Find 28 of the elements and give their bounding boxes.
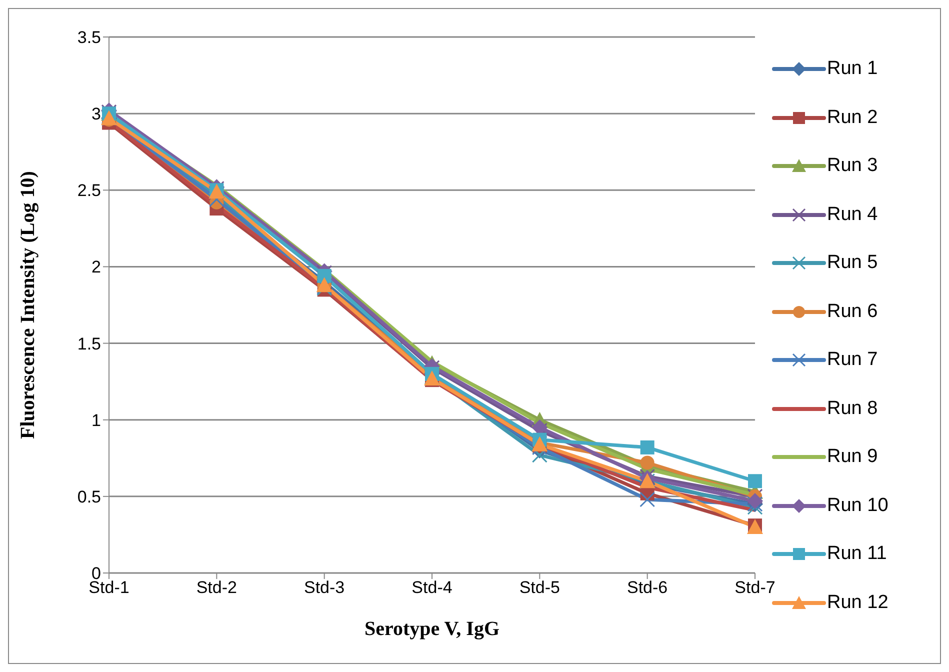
- x-tick-label: Std-3: [304, 578, 345, 598]
- x-tick-label: Std-7: [734, 578, 776, 598]
- legend-label: Run 11: [827, 543, 887, 566]
- legend-label: Run 10: [827, 494, 888, 517]
- legend-label: Run 8: [827, 398, 878, 420]
- y-tick-label: 2.5: [77, 181, 101, 200]
- x-tick-label: Std-4: [412, 578, 452, 598]
- y-axis-title: Fluorescence Intensity (Log 10): [17, 171, 40, 439]
- y-tick-label: 3: [92, 104, 101, 124]
- legend-label: Run 5: [827, 252, 878, 274]
- legend-label: Run 2: [827, 106, 878, 129]
- y-tick-label: 3.5: [77, 28, 101, 48]
- legend-label: Run 1: [827, 58, 878, 80]
- legend-label: Run 3: [827, 155, 878, 178]
- x-tick-label: Std-5: [519, 578, 560, 598]
- legend-label: Run 9: [827, 446, 878, 468]
- legend-label: Run 7: [827, 349, 878, 372]
- legend-label: Run 12: [827, 592, 888, 614]
- x-tick-label: Std-6: [627, 578, 668, 598]
- legend-label: Run 4: [827, 204, 878, 226]
- x-tick-label: Std-1: [88, 578, 130, 598]
- legend-label: Run 6: [827, 300, 878, 323]
- x-axis-title: Serotype V, IgG: [364, 618, 500, 640]
- y-tick-label: 0.5: [77, 487, 101, 506]
- y-tick-label: 1: [92, 410, 101, 430]
- y-tick-label: 2: [92, 258, 101, 277]
- y-tick-label: 1.5: [77, 334, 101, 354]
- x-tick-label: Std-2: [196, 578, 237, 598]
